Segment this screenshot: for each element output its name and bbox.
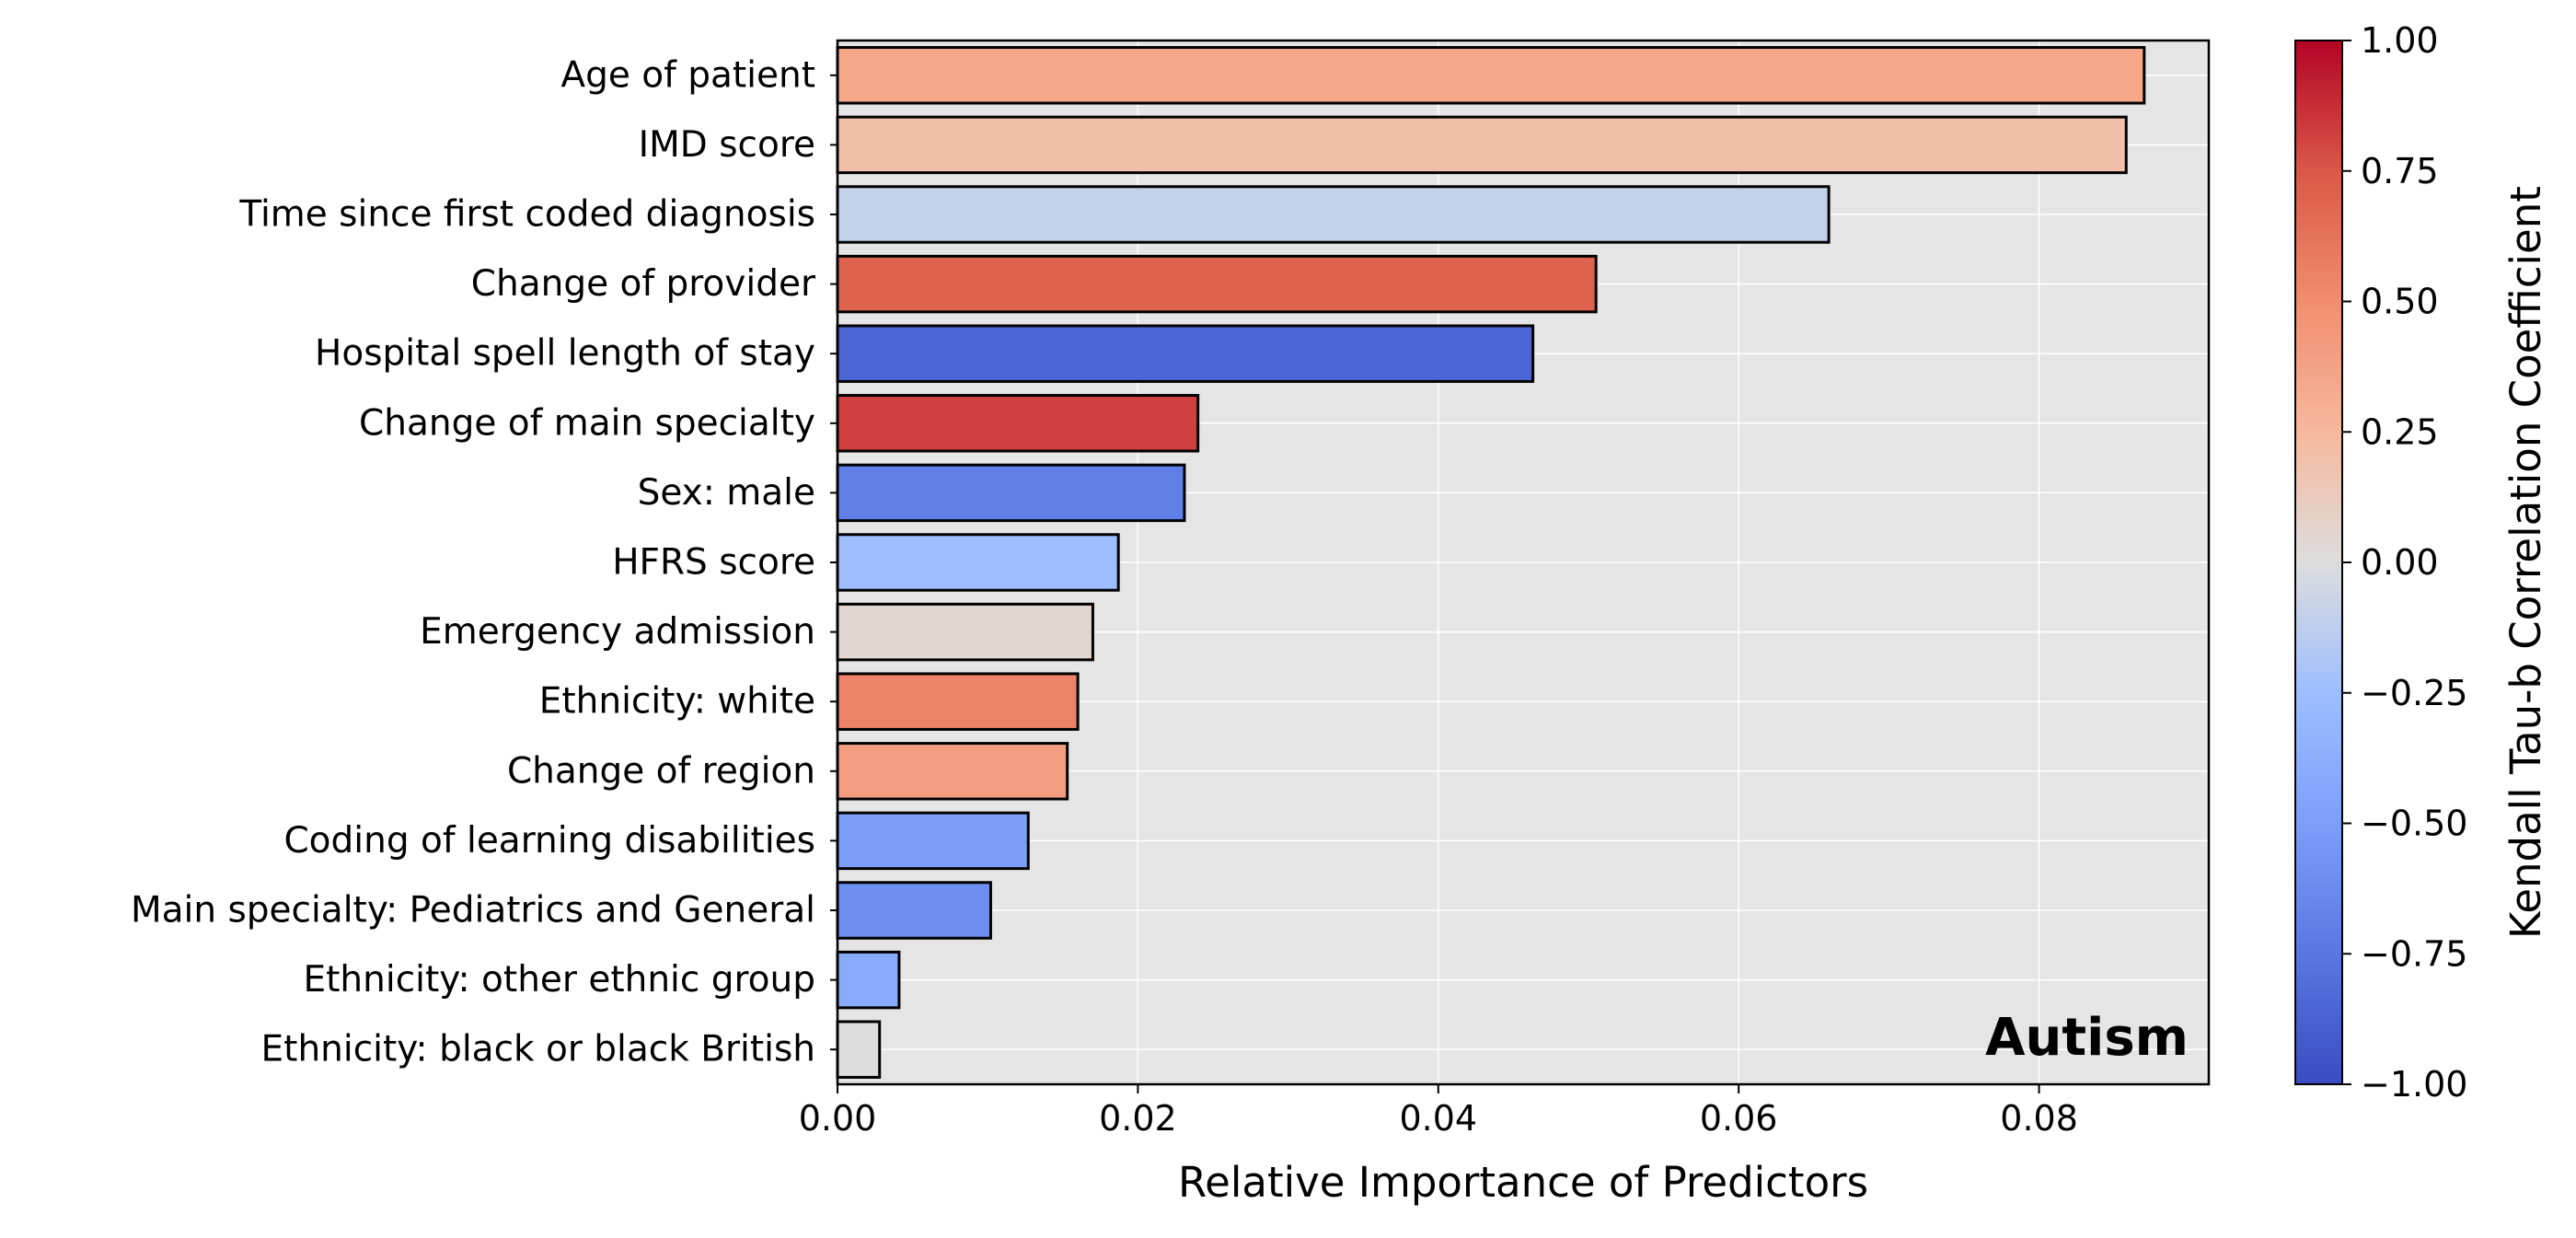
- bar-1: [836, 115, 2128, 175]
- y-tick-label-9: Ethnicity: white: [539, 681, 815, 723]
- colorbar-tick-label-0: 1.00: [2361, 20, 2439, 61]
- y-tick-label-13: Ethnicity: other ethnic group: [303, 959, 815, 1001]
- bar-5: [836, 394, 1200, 453]
- colorbar-title: Kendall Tau-b Correlation Coefficient: [2501, 186, 2550, 939]
- bar-0: [836, 46, 2146, 105]
- bar-13: [836, 950, 901, 1010]
- panel-label: Autism: [1985, 1008, 2189, 1068]
- bar-14: [836, 1020, 882, 1079]
- bar-12: [836, 881, 992, 940]
- y-tick-label-1: IMD score: [639, 124, 815, 166]
- x-tick-label-4: 0.08: [2000, 1098, 2078, 1139]
- bar-8: [836, 602, 1094, 662]
- colorbar-gradient: [2294, 40, 2343, 1085]
- bar-7: [836, 533, 1120, 592]
- bar-10: [836, 742, 1069, 801]
- colorbar-tick-label-1: 0.75: [2361, 151, 2439, 191]
- y-tick-label-2: Time since first coded diagnosis: [238, 194, 815, 236]
- colorbar-tick-label-4: 0.00: [2361, 542, 2439, 583]
- colorbar-tick-label-7: −0.75: [2361, 933, 2467, 974]
- x-axis-title: Relative Importance of Predictors: [1178, 1158, 1868, 1207]
- x-tick-label-2: 0.04: [1399, 1098, 1477, 1139]
- y-tick-label-10: Change of region: [507, 750, 815, 792]
- bar-3: [836, 254, 1598, 314]
- x-tick-label-1: 0.02: [1099, 1098, 1177, 1139]
- colorbar: 1.00 0.75 0.50 0.25 0.00 −0.25 −0.50 −0.75 −1.00: [2294, 20, 2467, 1105]
- bar-4: [836, 324, 1535, 383]
- y-tick-label-3: Change of provider: [471, 263, 816, 305]
- colorbar-tick-label-5: −0.25: [2361, 673, 2467, 713]
- colorbar-tick-label-8: −1.00: [2361, 1064, 2467, 1105]
- y-tick-label-5: Change of main specialty: [359, 402, 815, 444]
- y-tick-label-12: Main specialty: Pediatrics and General: [131, 890, 815, 931]
- colorbar-tick-label-3: 0.25: [2361, 411, 2439, 452]
- bar-2: [836, 185, 1831, 244]
- y-tick-label-8: Emergency admission: [420, 611, 815, 653]
- y-tick-label-11: Coding of learning disabilities: [283, 820, 815, 862]
- y-tick-label-4: Hospital spell length of stay: [315, 333, 815, 375]
- bar-6: [836, 463, 1186, 523]
- y-tick-label-6: Sex: male: [638, 472, 815, 514]
- bars: [836, 46, 2146, 1079]
- y-tick-label-14: Ethnicity: black or black British: [261, 1029, 815, 1070]
- x-axis: 0.00 0.02 0.04 0.06 0.08: [799, 1084, 2078, 1139]
- colorbar-tick-label-2: 0.50: [2361, 282, 2439, 322]
- colorbar-tick-label-6: −0.50: [2361, 804, 2467, 844]
- y-tick-label-0: Age of patient: [560, 54, 815, 96]
- y-axis: Age of patient IMD score Time since first …: [131, 54, 837, 1070]
- x-tick-label-3: 0.06: [1700, 1098, 1778, 1139]
- y-tick-label-7: HFRS score: [612, 542, 815, 584]
- x-tick-label-0: 0.00: [799, 1098, 877, 1139]
- bar-9: [836, 672, 1080, 731]
- bar-11: [836, 811, 1030, 871]
